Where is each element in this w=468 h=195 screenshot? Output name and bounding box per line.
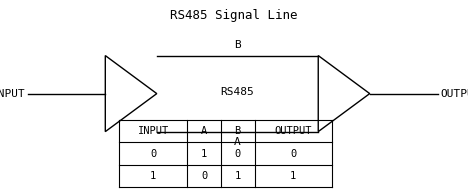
Text: 1: 1 <box>150 171 156 181</box>
Text: 0: 0 <box>290 149 296 159</box>
Text: 1: 1 <box>234 171 241 181</box>
Text: B: B <box>234 40 241 50</box>
Text: INPUT: INPUT <box>138 126 169 136</box>
Text: 0: 0 <box>150 149 156 159</box>
Text: 0: 0 <box>234 149 241 159</box>
Text: 1: 1 <box>201 149 207 159</box>
Text: 0: 0 <box>201 171 207 181</box>
Text: RS485: RS485 <box>220 87 255 97</box>
Text: A: A <box>234 137 241 147</box>
Text: OUTPUT: OUTPUT <box>440 89 468 99</box>
Text: A: A <box>201 126 207 136</box>
Text: INPUT: INPUT <box>0 89 26 99</box>
Text: RS485 Signal Line: RS485 Signal Line <box>170 9 298 22</box>
Text: 1: 1 <box>290 171 296 181</box>
Text: OUTPUT: OUTPUT <box>274 126 312 136</box>
Text: B: B <box>234 126 241 136</box>
